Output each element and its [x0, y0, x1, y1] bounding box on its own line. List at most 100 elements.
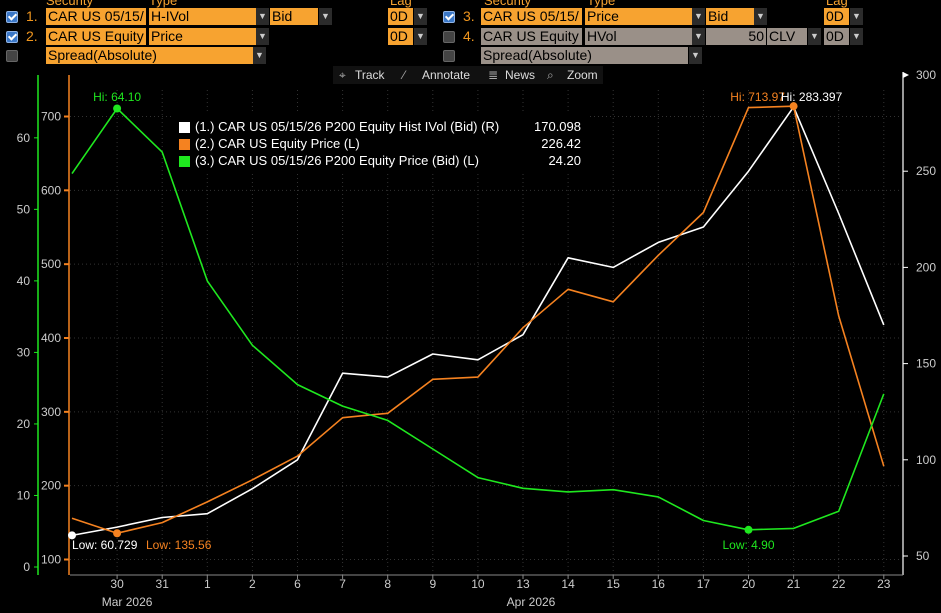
right-tick-label: 100 — [916, 453, 936, 467]
series-4-type[interactable]: HVol — [585, 28, 692, 45]
series-4-lag-dropdown[interactable]: ▼ — [850, 28, 863, 45]
annotate-button[interactable]: Annotate — [422, 68, 471, 82]
series-4-lag[interactable]: 0D — [824, 28, 849, 45]
white-low-dot — [68, 531, 76, 540]
left-inner-tick-label: 700 — [41, 110, 61, 124]
series-2-lag-dropdown[interactable]: ▼ — [414, 28, 427, 45]
series-3-checkbox[interactable] — [443, 11, 455, 23]
series-3-index: 3. — [463, 8, 475, 24]
x-tick-label: 13 — [516, 577, 530, 591]
left-outer-tick-label: 60 — [17, 131, 31, 145]
spread-right-field[interactable]: Spread(Absolute) — [481, 47, 688, 64]
axes: 0 10 20 30 40 50 60 100 200 300 400 500 600 700 50 100 1… — [17, 68, 937, 609]
spread-right-dropdown[interactable]: ▼ — [689, 47, 702, 64]
series-1-security[interactable]: CAR US 05/15/ — [46, 8, 146, 25]
series-4-clv[interactable]: CLV — [767, 28, 807, 45]
left-outer-tick-label: 30 — [17, 345, 31, 359]
series-2-lag[interactable]: 0D — [388, 28, 413, 45]
legend-swatch-3 — [179, 156, 190, 167]
x-tick-label: 14 — [561, 577, 575, 591]
white-hi-label: Hi: 283.397 — [781, 90, 843, 104]
series-4-checkbox[interactable] — [443, 31, 455, 43]
legend-value-3: 24.20 — [548, 153, 581, 168]
x-tick-label: 6 — [294, 577, 301, 591]
left-inner-tick-label: 300 — [41, 405, 61, 419]
month-label: Apr 2026 — [507, 595, 556, 609]
legend-label-1: (1.) CAR US 05/15/26 P200 Equity Hist IV… — [195, 119, 500, 134]
x-tick-label: 21 — [787, 577, 801, 591]
x-tick-label: 8 — [384, 577, 391, 591]
series-2-index: 2. — [26, 28, 38, 44]
series-1-lag-dropdown[interactable]: ▼ — [414, 8, 427, 25]
orange-low-label: Low: 135.56 — [146, 538, 212, 552]
spread-left-dropdown[interactable]: ▼ — [253, 47, 266, 64]
spread-right-checkbox[interactable] — [443, 50, 455, 62]
series-4-clv-dropdown[interactable]: ▼ — [808, 28, 821, 45]
green-low-label: Low: 4.90 — [722, 538, 774, 552]
left-outer-tick-label: 20 — [17, 417, 31, 431]
x-tick-label: 2 — [249, 577, 256, 591]
type-header-right: Type — [587, 0, 616, 8]
security-controls: Security Type Lag Security Type Lag 1. C… — [0, 0, 941, 66]
spread-left-checkbox[interactable] — [6, 50, 18, 62]
series-1-sub-dropdown[interactable]: ▼ — [319, 8, 332, 25]
right-tick-label: 200 — [916, 260, 936, 274]
series-2-type[interactable]: Price — [149, 28, 266, 45]
x-tick-label: 7 — [339, 577, 346, 591]
left-outer-tick-label: 10 — [17, 488, 31, 502]
orange-hi-dot — [789, 102, 798, 111]
x-tick-label: 22 — [832, 577, 846, 591]
series-3-type[interactable]: Price — [585, 8, 692, 25]
series-2-checkbox[interactable] — [6, 31, 18, 43]
left-inner-tick-label: 600 — [41, 183, 61, 197]
news-icon: ≣ — [488, 68, 499, 82]
left-inner-tick-label: 200 — [41, 479, 61, 493]
left-outer-tick-label: 50 — [17, 202, 31, 216]
series-4-security[interactable]: CAR US Equity — [481, 28, 582, 45]
series-4-window[interactable]: 50 — [706, 28, 766, 45]
series-3-security[interactable]: CAR US 05/15/ — [481, 8, 582, 25]
magnifier-icon: ⌕ — [547, 68, 554, 82]
x-tick-label: 9 — [429, 577, 436, 591]
series-3-sub-dropdown[interactable]: ▼ — [754, 8, 767, 25]
series-line — [71, 105, 885, 535]
series-1-lag[interactable]: 0D — [388, 8, 413, 25]
news-button[interactable]: News — [505, 68, 536, 82]
green-hi-label: Hi: 64.10 — [93, 90, 141, 104]
series-4-type-dropdown[interactable]: ▼ — [692, 28, 705, 45]
spread-left-field[interactable]: Spread(Absolute) — [46, 47, 253, 64]
x-tick-label: 16 — [652, 577, 666, 591]
legend-label-2: (2.) CAR US Equity Price (L) — [195, 136, 360, 151]
type-header: Type — [149, 0, 178, 8]
legend-value-1: 170.098 — [534, 119, 581, 134]
series-1-index: 1. — [26, 8, 38, 24]
right-tick-label: 250 — [916, 164, 936, 178]
series-3-lag[interactable]: 0D — [824, 8, 849, 25]
series-3-type-dropdown[interactable]: ▼ — [692, 8, 705, 25]
pencil-icon: ⁄ — [403, 68, 406, 82]
left-inner-tick-label: 500 — [41, 257, 61, 271]
track-button[interactable]: Track — [355, 68, 385, 82]
series-1-type[interactable]: H-IVol — [149, 8, 266, 25]
green-low-dot — [744, 525, 753, 534]
left-outer-tick-label: 0 — [23, 560, 30, 574]
security-header-right: Security — [484, 0, 531, 8]
right-tick-label: 50 — [916, 549, 930, 563]
series-1-checkbox[interactable] — [6, 11, 18, 23]
right-axis-arrow — [903, 72, 909, 78]
series-1-sub[interactable]: Bid — [270, 8, 318, 25]
series-3-lag-dropdown[interactable]: ▼ — [850, 8, 863, 25]
series-3-sub[interactable]: Bid — [706, 8, 754, 25]
zoom-button[interactable]: Zoom — [567, 68, 598, 82]
series-1-type-dropdown[interactable]: ▼ — [256, 8, 269, 25]
series-2-security[interactable]: CAR US Equity — [46, 28, 146, 45]
legend-swatch-1 — [179, 122, 190, 133]
series-line — [71, 106, 885, 537]
right-tick-label: 300 — [916, 68, 936, 82]
series-2-type-dropdown[interactable]: ▼ — [256, 28, 269, 45]
orange-hi-label: Hi: 713.97 — [730, 90, 785, 104]
left-inner-tick-label: 400 — [41, 331, 61, 345]
x-tick-label: 17 — [697, 577, 711, 591]
